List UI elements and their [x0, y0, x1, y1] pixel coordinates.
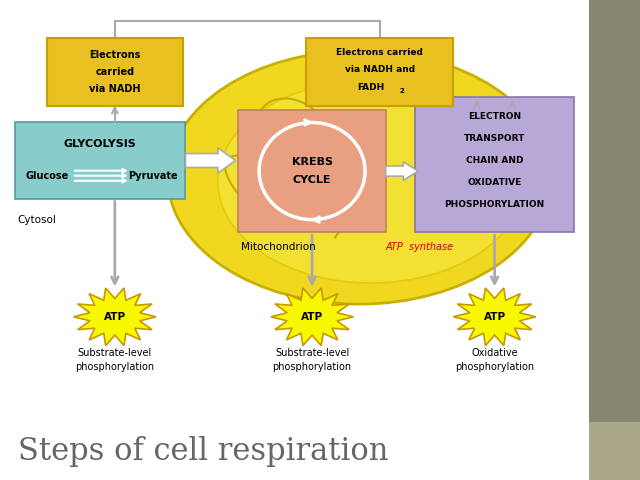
Text: GLYCOLYSIS: GLYCOLYSIS — [64, 139, 136, 149]
Text: via NADH and: via NADH and — [345, 65, 415, 73]
Polygon shape — [386, 162, 418, 180]
FancyBboxPatch shape — [47, 38, 182, 106]
FancyBboxPatch shape — [306, 38, 453, 106]
Text: phosphorylation: phosphorylation — [273, 362, 351, 372]
Text: Steps of cell respiration: Steps of cell respiration — [18, 436, 388, 468]
FancyBboxPatch shape — [15, 122, 186, 199]
Text: Electrons carried: Electrons carried — [337, 48, 423, 58]
Text: ATP: ATP — [484, 312, 506, 322]
Text: Glucose: Glucose — [26, 171, 68, 180]
Text: 2: 2 — [400, 88, 404, 94]
Text: ATP: ATP — [301, 312, 323, 322]
Text: OXIDATIVE: OXIDATIVE — [467, 178, 522, 187]
FancyArrowPatch shape — [75, 169, 125, 172]
Text: ATP  synthase: ATP synthase — [386, 242, 454, 252]
FancyArrowPatch shape — [75, 174, 125, 178]
Ellipse shape — [168, 51, 550, 304]
Polygon shape — [271, 288, 353, 346]
Polygon shape — [453, 288, 536, 346]
Text: FADH: FADH — [357, 83, 385, 92]
Text: CHAIN AND: CHAIN AND — [466, 156, 524, 165]
Polygon shape — [186, 148, 236, 173]
Text: CYCLE: CYCLE — [293, 175, 332, 185]
Text: Electrons: Electrons — [89, 50, 141, 60]
FancyBboxPatch shape — [589, 422, 640, 480]
Text: Mitochondrion: Mitochondrion — [241, 242, 316, 252]
Text: Substrate-level: Substrate-level — [275, 348, 349, 358]
Text: PHOSPHORYLATION: PHOSPHORYLATION — [444, 200, 545, 208]
Text: KREBS: KREBS — [292, 157, 333, 167]
Polygon shape — [74, 288, 156, 346]
Text: carried: carried — [95, 67, 134, 77]
Text: TRANSPORT: TRANSPORT — [464, 133, 525, 143]
FancyArrowPatch shape — [75, 179, 125, 182]
Text: Substrate-level: Substrate-level — [77, 348, 152, 358]
Text: phosphorylation: phosphorylation — [76, 362, 154, 372]
FancyBboxPatch shape — [589, 0, 640, 422]
FancyBboxPatch shape — [415, 97, 574, 232]
Text: ELECTRON: ELECTRON — [468, 112, 521, 120]
Ellipse shape — [218, 80, 524, 283]
Text: ATP: ATP — [104, 312, 126, 322]
Text: Oxidative: Oxidative — [471, 348, 518, 358]
Text: via NADH: via NADH — [89, 84, 141, 94]
Text: Pyruvate: Pyruvate — [128, 171, 178, 180]
Text: phosphorylation: phosphorylation — [455, 362, 534, 372]
Text: Cytosol: Cytosol — [18, 215, 56, 225]
FancyBboxPatch shape — [239, 110, 386, 232]
